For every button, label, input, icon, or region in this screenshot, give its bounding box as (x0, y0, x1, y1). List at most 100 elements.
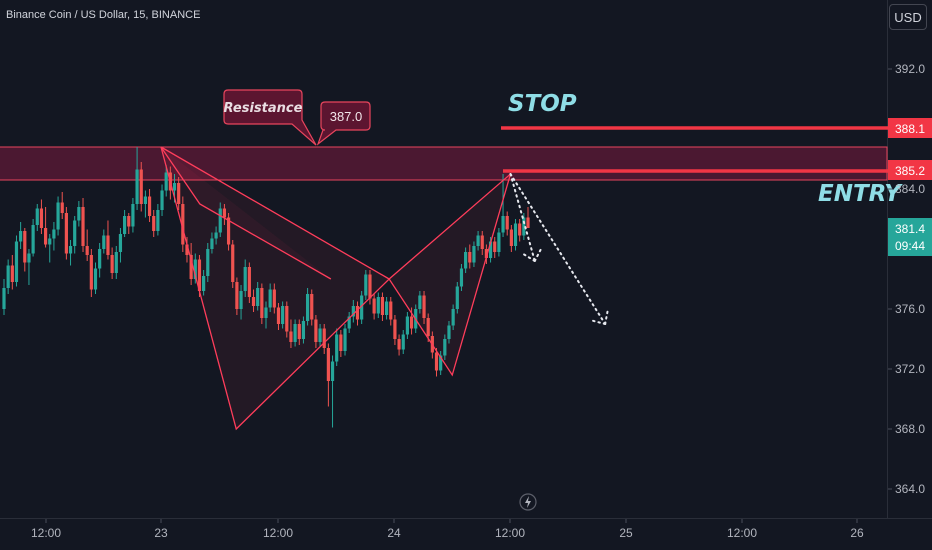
resistance-zone[interactable] (0, 146, 888, 181)
projection-arrowhead (590, 319, 607, 325)
candle-body (23, 231, 27, 263)
candle-body (14, 241, 19, 282)
price-tick-label: 364.0 (895, 482, 925, 496)
candle-body (497, 232, 501, 252)
candle-body (447, 325, 451, 339)
candle-body (493, 241, 497, 252)
candle-body (434, 352, 439, 371)
resistance-value-callout[interactable]: 387.0 (316, 101, 371, 146)
time-tick-label: 23 (154, 526, 168, 540)
candle-body (389, 301, 393, 320)
candle-body (409, 316, 414, 329)
time-tick-label: 12:00 (31, 526, 61, 540)
candle-body (293, 324, 297, 342)
time-tick-label: 12:00 (495, 526, 525, 540)
price-tick-label: 376.0 (895, 302, 925, 316)
candle-body (459, 268, 464, 287)
candle-body (347, 316, 351, 329)
candle-body (156, 210, 160, 231)
resistance-value: 387.0 (330, 109, 363, 124)
candle-body (443, 339, 447, 356)
wedge-line[interactable] (160, 146, 332, 280)
price-tick-label: 384.0 (895, 182, 925, 196)
candle-body (60, 202, 64, 213)
entry-price-tag: 385.2 (888, 160, 932, 180)
candle-body (468, 252, 472, 263)
candle-body (89, 255, 93, 290)
time-axis[interactable]: 12:00 23 12:00 24 12:00 25 12:00 26 (31, 519, 864, 540)
time-tick-label: 24 (387, 526, 401, 540)
candle-body (177, 183, 181, 204)
candle-body (522, 217, 526, 236)
candle-body (139, 169, 143, 204)
candle-body (143, 196, 147, 204)
candle-body (264, 307, 268, 318)
candle-body (131, 204, 135, 227)
resistance-callout[interactable]: Resistance (223, 89, 317, 146)
candle-body (202, 276, 206, 291)
candle-body (210, 238, 214, 249)
candle-body (289, 331, 293, 342)
candle-body (513, 223, 518, 246)
candle-body (123, 216, 127, 234)
resistance-label: Resistance (224, 101, 303, 116)
candle-body (484, 249, 489, 258)
stop-label: STOP (508, 91, 577, 117)
time-tick-label: 12:00 (727, 526, 757, 540)
candle-body (330, 361, 335, 381)
projection-arrows[interactable] (509, 173, 609, 325)
candle-body (102, 235, 106, 249)
stop-price-tag-text: 388.1 (895, 122, 925, 136)
candle-body (98, 249, 102, 269)
candle-body (231, 244, 235, 282)
candle-body (368, 274, 372, 299)
candle-body (364, 274, 368, 296)
candle-body (43, 228, 48, 245)
candle-body (480, 235, 484, 249)
candle-body (464, 252, 468, 269)
candle-body (35, 208, 39, 225)
candle-body (110, 255, 114, 273)
candle-body (135, 169, 139, 204)
candle-body (251, 297, 256, 306)
candle-body (160, 190, 164, 210)
candle-body (343, 328, 347, 351)
candle-body (39, 208, 44, 228)
candle-body (243, 267, 247, 291)
candle-body (439, 355, 443, 371)
candle-body (518, 223, 522, 236)
candle-body (360, 295, 364, 320)
candle-body (31, 225, 35, 254)
candle-body (426, 318, 430, 336)
projection-path (509, 173, 607, 325)
lightning-icon[interactable] (519, 493, 537, 511)
candle-body (189, 255, 193, 279)
candle-body (376, 297, 380, 314)
candle-body (52, 229, 56, 239)
stop-price-tag: 388.1 (888, 118, 932, 138)
candle-body (355, 306, 360, 320)
candle-body (397, 339, 401, 350)
candle-body (276, 307, 281, 324)
candle-body (222, 208, 227, 218)
candle-body (422, 295, 426, 318)
pattern-base-left[interactable] (160, 146, 390, 280)
candle-body (272, 289, 276, 308)
candle-body (226, 217, 231, 245)
candle-body (472, 246, 476, 263)
pattern-base-right[interactable] (388, 173, 511, 280)
price-tick-label: 392.0 (895, 62, 925, 76)
candle-body (73, 220, 77, 246)
candle-body (322, 328, 326, 348)
candle-body (297, 324, 301, 339)
symbol-title: Binance Coin / US Dollar, 15, BINANCE (6, 9, 201, 21)
projection-arrowhead (604, 309, 609, 325)
candle-body (56, 202, 60, 230)
candle-body (10, 265, 14, 282)
candle-body (385, 301, 389, 315)
candle-body (19, 231, 23, 242)
currency-button[interactable]: USD (889, 4, 927, 30)
candle-body (85, 246, 89, 255)
